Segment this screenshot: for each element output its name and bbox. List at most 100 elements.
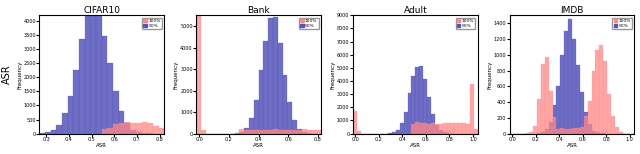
Bar: [541, 132, 545, 134]
Bar: [588, 124, 591, 134]
Bar: [619, 132, 623, 134]
Bar: [51, 130, 56, 134]
Bar: [141, 133, 147, 134]
Bar: [249, 118, 254, 134]
Bar: [357, 131, 361, 134]
Bar: [599, 45, 604, 134]
Bar: [141, 122, 147, 134]
Bar: [611, 116, 615, 134]
Bar: [268, 130, 273, 134]
Bar: [564, 129, 568, 134]
Bar: [62, 113, 68, 134]
Bar: [278, 130, 282, 134]
Bar: [292, 120, 297, 134]
Bar: [311, 130, 316, 134]
Bar: [40, 133, 45, 134]
Bar: [239, 129, 244, 134]
Bar: [576, 128, 580, 134]
Bar: [588, 101, 591, 134]
Bar: [282, 75, 287, 134]
Bar: [301, 132, 307, 134]
Bar: [45, 132, 51, 134]
Bar: [201, 130, 206, 134]
Bar: [264, 41, 268, 134]
Bar: [470, 84, 474, 134]
Bar: [419, 66, 423, 134]
Bar: [113, 91, 119, 134]
Bar: [447, 133, 451, 134]
Bar: [529, 132, 533, 134]
Bar: [431, 113, 435, 134]
Bar: [301, 129, 307, 134]
Bar: [419, 123, 423, 134]
Bar: [273, 17, 278, 134]
Bar: [435, 124, 438, 134]
Bar: [404, 112, 408, 134]
Bar: [431, 124, 435, 134]
Bar: [408, 93, 412, 134]
Bar: [427, 124, 431, 134]
Bar: [125, 122, 130, 134]
Legend: 100%, 50%: 100%, 50%: [612, 18, 632, 29]
Bar: [119, 123, 125, 134]
Bar: [268, 18, 273, 134]
Bar: [254, 100, 259, 134]
Bar: [259, 70, 264, 134]
Bar: [396, 130, 400, 134]
Legend: 100%, 50%: 100%, 50%: [456, 18, 476, 29]
Bar: [595, 132, 599, 134]
Bar: [264, 130, 268, 134]
Bar: [415, 122, 419, 134]
Bar: [591, 131, 595, 134]
Bar: [244, 130, 249, 134]
Bar: [235, 133, 239, 134]
Bar: [580, 127, 584, 134]
Bar: [423, 79, 427, 134]
Bar: [564, 31, 568, 134]
Bar: [254, 130, 259, 134]
Bar: [591, 71, 595, 134]
Bar: [136, 132, 141, 134]
Bar: [147, 123, 153, 134]
Bar: [307, 130, 311, 134]
Bar: [259, 130, 264, 134]
Bar: [584, 111, 588, 134]
Bar: [125, 123, 130, 134]
Bar: [239, 132, 244, 134]
Bar: [79, 39, 85, 134]
Y-axis label: Frequency: Frequency: [174, 60, 179, 89]
Bar: [130, 123, 136, 134]
Bar: [568, 129, 572, 134]
Bar: [102, 36, 108, 134]
Bar: [556, 129, 561, 134]
Bar: [68, 96, 74, 134]
Bar: [458, 123, 462, 134]
Bar: [584, 116, 588, 134]
Legend: 100%, 50%: 100%, 50%: [142, 18, 162, 29]
Title: IMDB: IMDB: [561, 6, 584, 15]
Bar: [599, 133, 604, 134]
Bar: [561, 55, 564, 134]
Bar: [392, 132, 396, 134]
Bar: [438, 130, 443, 134]
Bar: [196, 0, 201, 134]
Bar: [541, 64, 545, 134]
Bar: [287, 130, 292, 134]
Bar: [307, 133, 311, 134]
Bar: [102, 129, 108, 134]
Title: CIFAR10: CIFAR10: [83, 6, 120, 15]
Bar: [423, 123, 427, 134]
Bar: [443, 132, 447, 134]
Bar: [96, 12, 102, 134]
Bar: [85, 15, 90, 134]
Bar: [545, 129, 548, 134]
Bar: [537, 133, 541, 134]
Bar: [572, 39, 576, 134]
Bar: [604, 61, 607, 134]
Bar: [400, 123, 404, 134]
Y-axis label: Frequency: Frequency: [487, 60, 492, 89]
Bar: [297, 129, 301, 134]
Bar: [454, 123, 458, 134]
Bar: [556, 86, 561, 134]
Bar: [56, 125, 62, 134]
